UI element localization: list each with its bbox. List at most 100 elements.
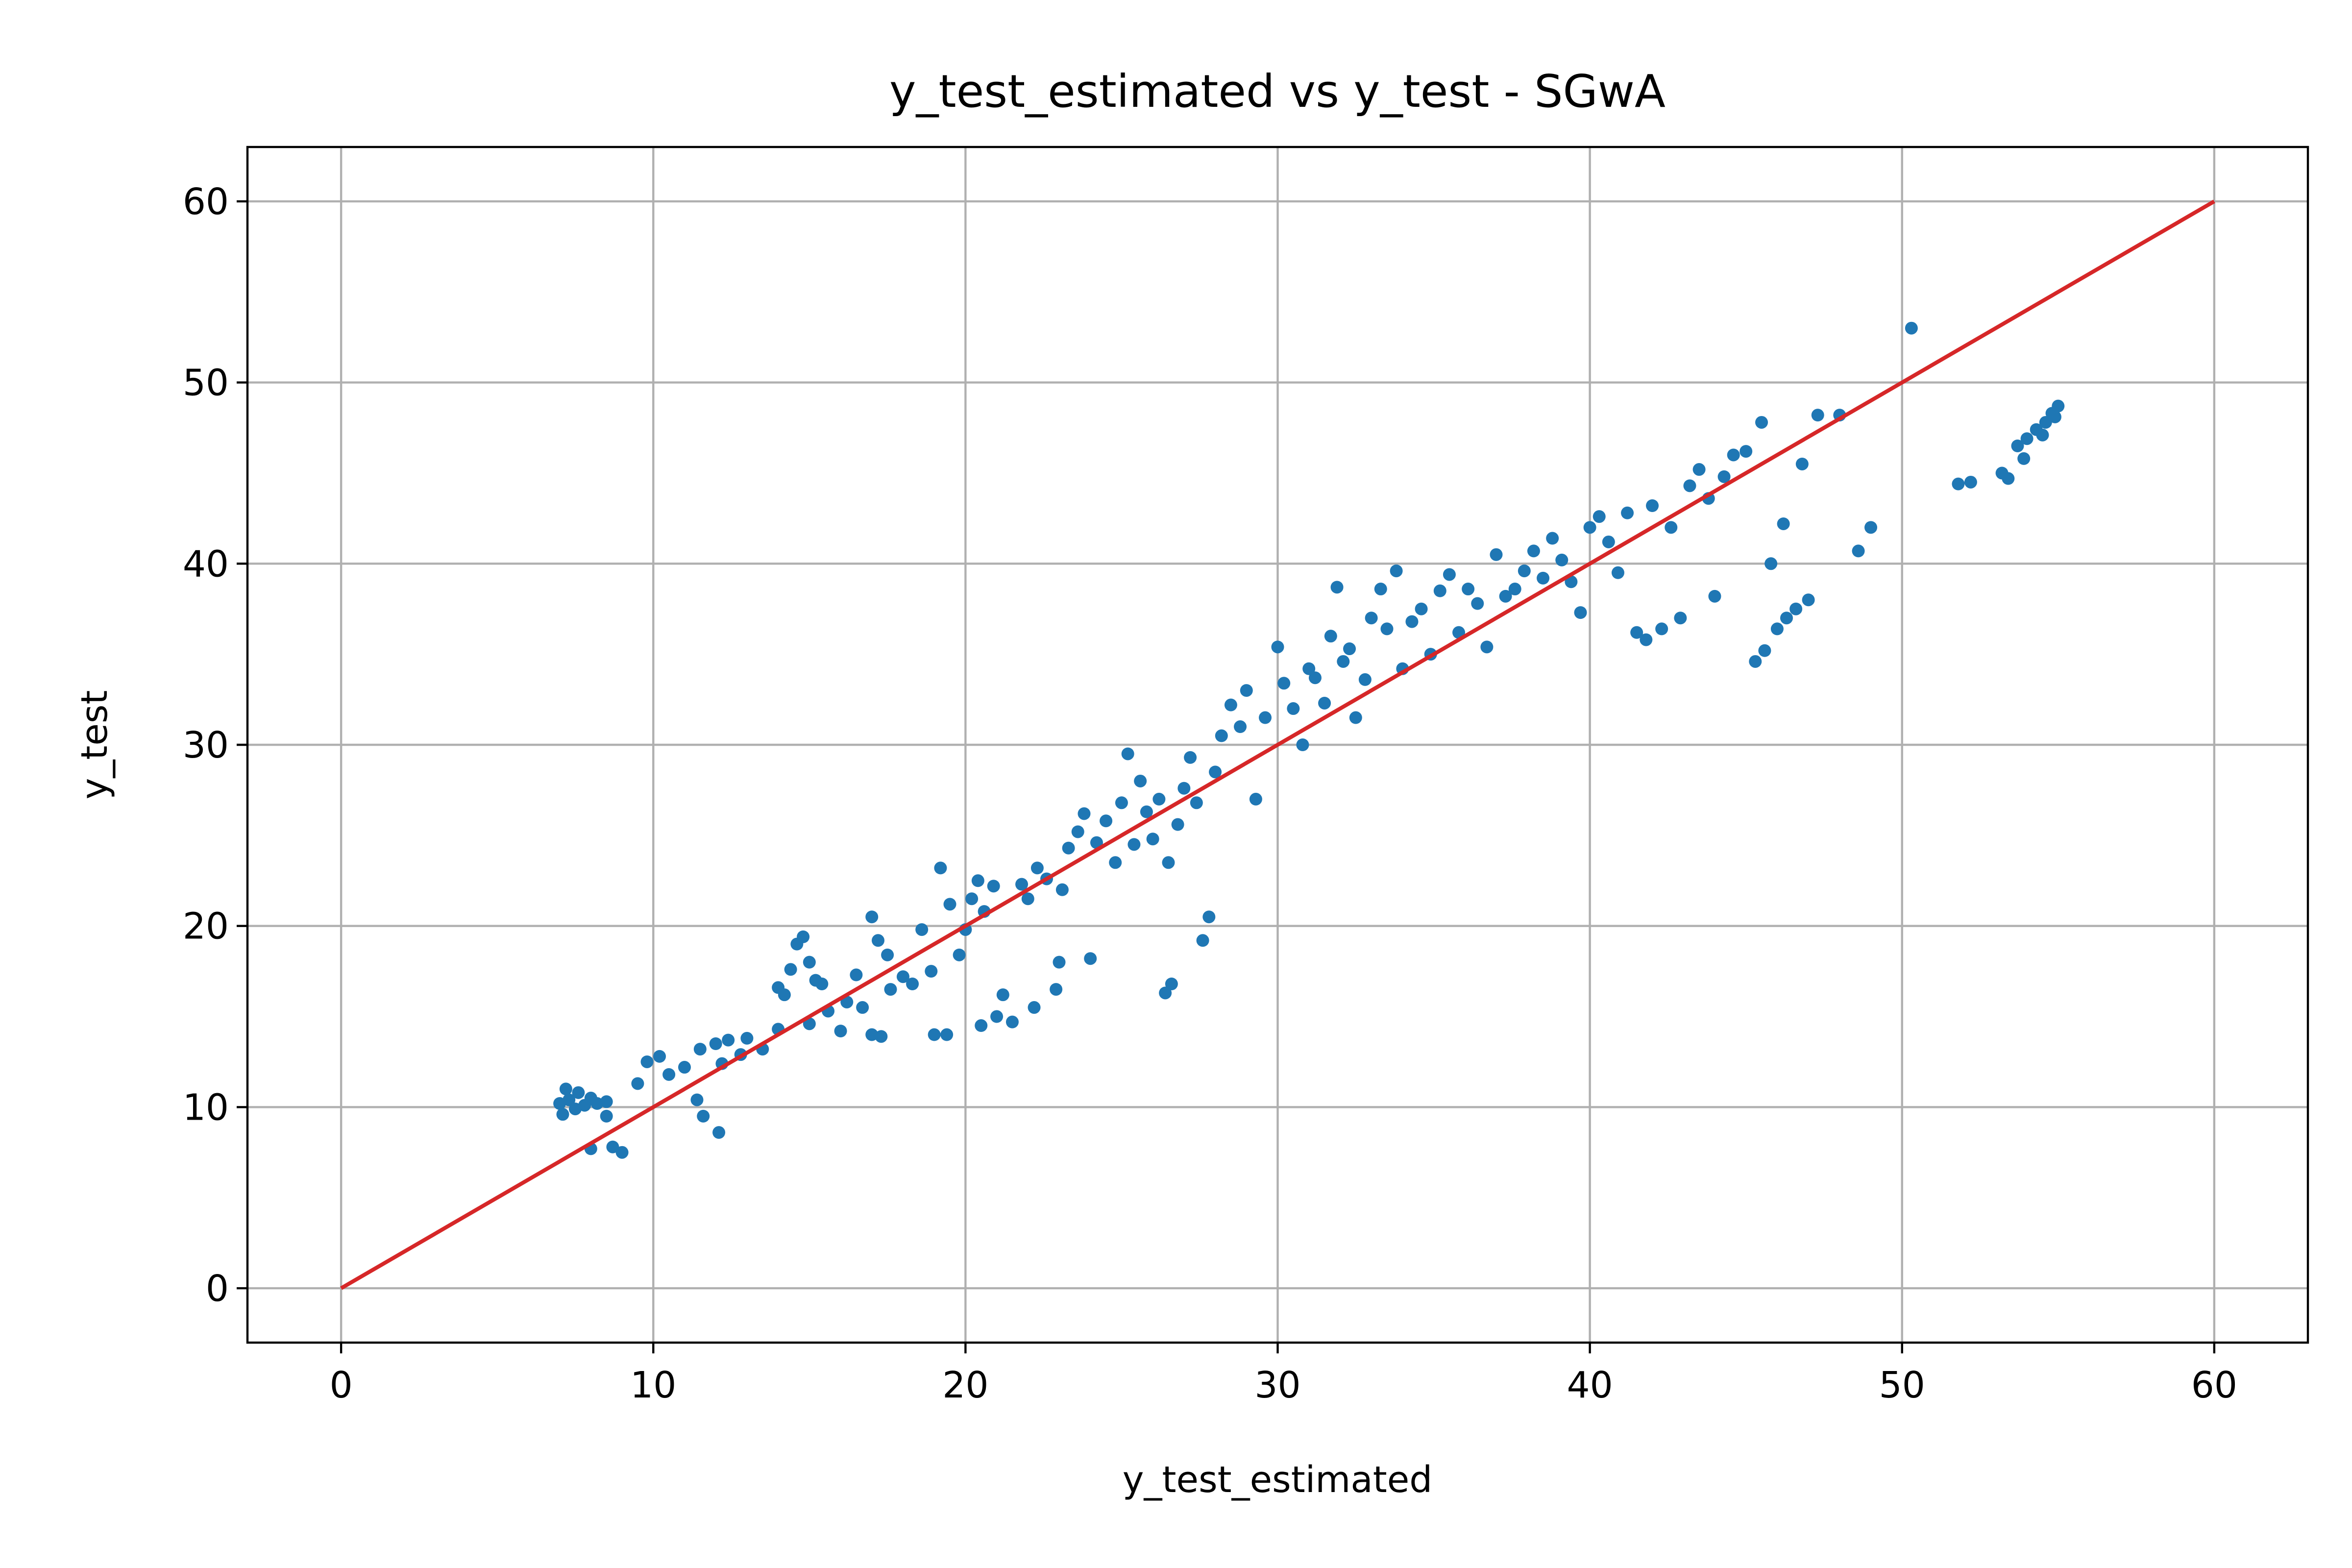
data-point-112: [1318, 696, 1331, 710]
data-point-11: [606, 1140, 619, 1153]
data-point-79: [1084, 952, 1097, 965]
data-point-170: [1777, 517, 1790, 530]
data-point-43: [856, 1001, 869, 1014]
data-point-60: [965, 892, 979, 906]
data-point-44: [865, 910, 879, 924]
data-point-176: [1952, 477, 1965, 490]
y-axis-label: y_test: [74, 690, 116, 800]
data-point-15: [640, 1055, 654, 1068]
data-point-150: [1646, 499, 1659, 512]
data-point-187: [2036, 428, 2049, 441]
x-tick-label-5: 50: [1879, 1364, 1925, 1406]
data-point-89: [1152, 792, 1166, 806]
x-tick-label-4: 40: [1567, 1364, 1613, 1406]
data-point-1: [556, 1108, 569, 1121]
data-point-163: [1755, 416, 1768, 429]
data-point-64: [975, 1019, 988, 1032]
data-point-67: [1005, 1015, 1019, 1029]
reference-line: [340, 199, 2215, 1290]
data-point-91: [1165, 978, 1178, 990]
data-point-27: [740, 1031, 754, 1045]
data-point-140: [1555, 553, 1568, 566]
y-tick-label-3: 30: [183, 724, 229, 766]
data-point-87: [1140, 805, 1153, 818]
data-point-58: [953, 948, 966, 961]
data-point-134: [1499, 589, 1512, 603]
data-point-101: [1224, 698, 1237, 711]
data-point-155: [1692, 463, 1706, 476]
data-point-152: [1665, 521, 1678, 534]
data-point-3: [563, 1093, 576, 1106]
data-point-179: [2002, 472, 2015, 485]
data-point-56: [928, 1028, 941, 1041]
data-point-132: [1480, 640, 1494, 654]
data-point-161: [1749, 655, 1762, 668]
data-point-73: [1050, 983, 1063, 996]
data-point-142: [1574, 606, 1587, 619]
data-point-118: [1358, 673, 1372, 686]
data-point-86: [1134, 774, 1147, 787]
data-point-85: [1127, 838, 1141, 851]
data-point-122: [1390, 564, 1403, 578]
data-point-53: [925, 965, 938, 978]
data-point-154: [1683, 479, 1696, 492]
data-point-110: [1302, 662, 1316, 675]
data-point-9: [600, 1095, 613, 1108]
data-point-97: [1196, 934, 1209, 947]
data-point-19: [693, 1043, 707, 1056]
data-point-32: [784, 963, 797, 976]
data-point-65: [990, 1010, 1004, 1023]
data-point-2: [559, 1082, 572, 1096]
data-point-98: [1202, 910, 1216, 924]
data-point-70: [1030, 861, 1044, 875]
x-tick-label-0: 0: [330, 1364, 353, 1406]
data-point-17: [662, 1068, 676, 1081]
data-point-175: [1905, 321, 1918, 335]
data-point-183: [2039, 416, 2052, 429]
y-tick-label-6: 60: [183, 181, 229, 223]
data-point-117: [1349, 711, 1362, 724]
data-point-77: [1078, 807, 1091, 820]
data-point-111: [1308, 671, 1322, 685]
data-point-174: [1864, 521, 1878, 534]
data-point-159: [1727, 448, 1740, 462]
data-point-166: [1780, 612, 1793, 625]
data-point-40: [834, 1025, 847, 1038]
data-point-78: [1053, 956, 1066, 969]
reference-line-layer: [340, 199, 2215, 1290]
data-point-83: [1115, 796, 1128, 809]
data-point-177: [1964, 475, 1977, 489]
data-point-66: [996, 988, 1009, 1002]
data-point-37: [815, 978, 829, 990]
data-point-54: [934, 861, 947, 875]
data-point-20: [709, 1037, 722, 1050]
data-point-99: [1209, 765, 1222, 779]
data-point-185: [2052, 399, 2065, 413]
data-point-5: [572, 1086, 585, 1099]
data-point-143: [1583, 521, 1596, 534]
data-point-114: [1330, 581, 1344, 594]
data-point-69: [1021, 892, 1034, 906]
data-point-103: [1240, 684, 1253, 697]
data-point-22: [690, 1093, 704, 1106]
data-point-75: [1071, 825, 1084, 838]
data-point-23: [697, 1109, 710, 1123]
x-tick-label-2: 20: [942, 1364, 988, 1406]
y-tick-label-0: 0: [206, 1268, 229, 1310]
data-point-100: [1215, 729, 1228, 742]
data-point-124: [1405, 615, 1419, 628]
data-point-144: [1592, 510, 1606, 523]
data-point-12: [615, 1146, 629, 1159]
data-point-153: [1674, 612, 1687, 625]
data-point-188: [2048, 410, 2061, 423]
data-point-82: [1109, 856, 1122, 869]
data-point-76: [1055, 883, 1069, 896]
data-point-49: [884, 983, 897, 996]
data-point-107: [1277, 677, 1291, 690]
data-point-119: [1365, 612, 1378, 625]
data-point-34: [797, 930, 810, 943]
data-point-180: [2011, 440, 2024, 452]
data-point-116: [1343, 642, 1356, 656]
